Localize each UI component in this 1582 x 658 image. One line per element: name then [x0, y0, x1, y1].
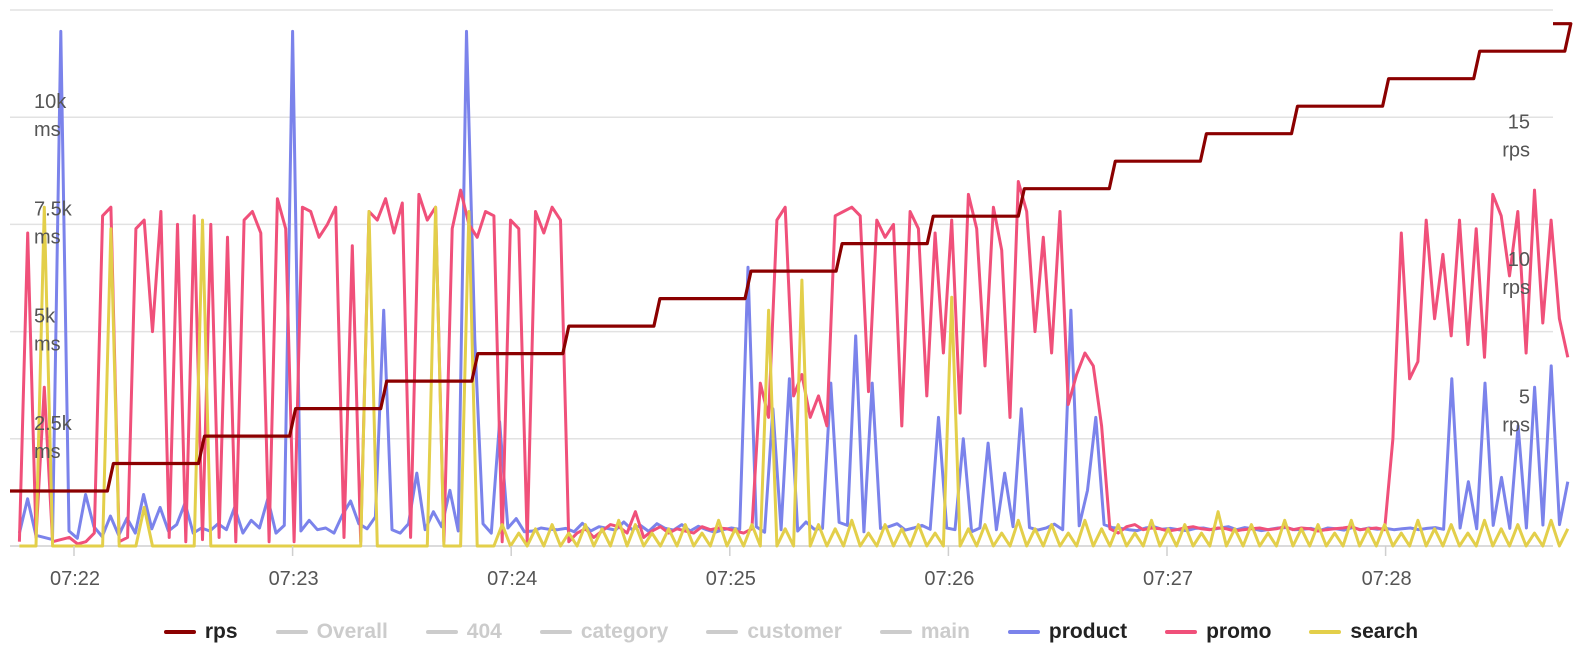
x-tick-label: 07:24: [487, 568, 537, 590]
y-right-tick-unit: rps: [1502, 415, 1530, 437]
x-axis: 07:22 07:23 07:24 07:25 07:26 07:27 07:28: [50, 546, 1412, 590]
x-tick-label: 07:25: [706, 568, 756, 590]
legend-item-customer[interactable]: customer: [706, 620, 842, 644]
legend-label: Overall: [316, 620, 388, 643]
right-axis-labels: 5 rps 10 rps 15 rps: [1502, 112, 1530, 437]
y-right-tick-unit: rps: [1502, 140, 1530, 162]
y-left-tick-unit: ms: [34, 226, 61, 248]
legend-swatch: [1165, 630, 1198, 634]
legend-swatch: [1007, 630, 1040, 634]
x-tick-label: 07:23: [269, 568, 319, 590]
legend-swatch: [1309, 630, 1342, 634]
series-line-rps: [10, 22, 1573, 493]
y-right-tick-label: 10: [1508, 249, 1530, 271]
legend-item-404[interactable]: 404: [425, 620, 502, 644]
legend-swatch: [275, 630, 308, 634]
y-left-tick-unit: ms: [34, 119, 61, 141]
legend-swatch: [706, 630, 739, 634]
series-line-promo: [17, 180, 1570, 546]
legend-item-promo[interactable]: promo: [1165, 620, 1271, 644]
y-left-tick-unit: ms: [34, 334, 61, 356]
rps-layer: [10, 22, 1573, 493]
legend-swatch: [163, 630, 196, 634]
y-right-tick-label: 15: [1508, 112, 1530, 134]
y-left-tick-label: 5k: [34, 306, 56, 328]
legend-item-search[interactable]: search: [1309, 620, 1418, 644]
legend-label: category: [580, 620, 669, 643]
y-left-tick-unit: ms: [34, 441, 61, 463]
legend-swatch: [425, 630, 458, 634]
y-right-tick-label: 5: [1519, 387, 1530, 409]
legend-item-rps[interactable]: rps: [163, 620, 238, 644]
series-line-search: [19, 205, 1570, 548]
legend-swatch: [879, 630, 912, 634]
legend-label: customer: [747, 620, 842, 643]
series-layer: [17, 29, 1570, 548]
legend-item-overall[interactable]: Overall: [275, 620, 388, 644]
legend-label: main: [920, 620, 970, 643]
x-tick-label: 07:26: [924, 568, 974, 590]
legend-label: product: [1048, 620, 1128, 643]
y-left-tick-label: 10k: [34, 91, 67, 113]
legend-item-product[interactable]: product: [1007, 620, 1128, 644]
x-tick-label: 07:28: [1362, 568, 1412, 590]
chart-legend: rps Overall 404 category customer main product…: [0, 612, 1582, 652]
y-left-tick-label: 2.5k: [34, 413, 73, 435]
legend-item-main[interactable]: main: [879, 620, 970, 644]
legend-label: promo: [1206, 620, 1272, 643]
left-axis-labels: 2.5k ms 5k ms 7.5k ms 10k ms: [34, 91, 73, 463]
legend-label: search: [1350, 620, 1419, 643]
legend-label: rps: [204, 620, 238, 643]
x-tick-label: 07:27: [1143, 568, 1193, 590]
x-tick-label: 07:22: [50, 568, 100, 590]
legend-item-category[interactable]: category: [539, 620, 669, 644]
y-left-tick-label: 7.5k: [34, 198, 73, 220]
legend-label: 404: [466, 620, 502, 643]
y-right-tick-unit: rps: [1502, 277, 1530, 299]
legend-swatch: [539, 630, 572, 634]
